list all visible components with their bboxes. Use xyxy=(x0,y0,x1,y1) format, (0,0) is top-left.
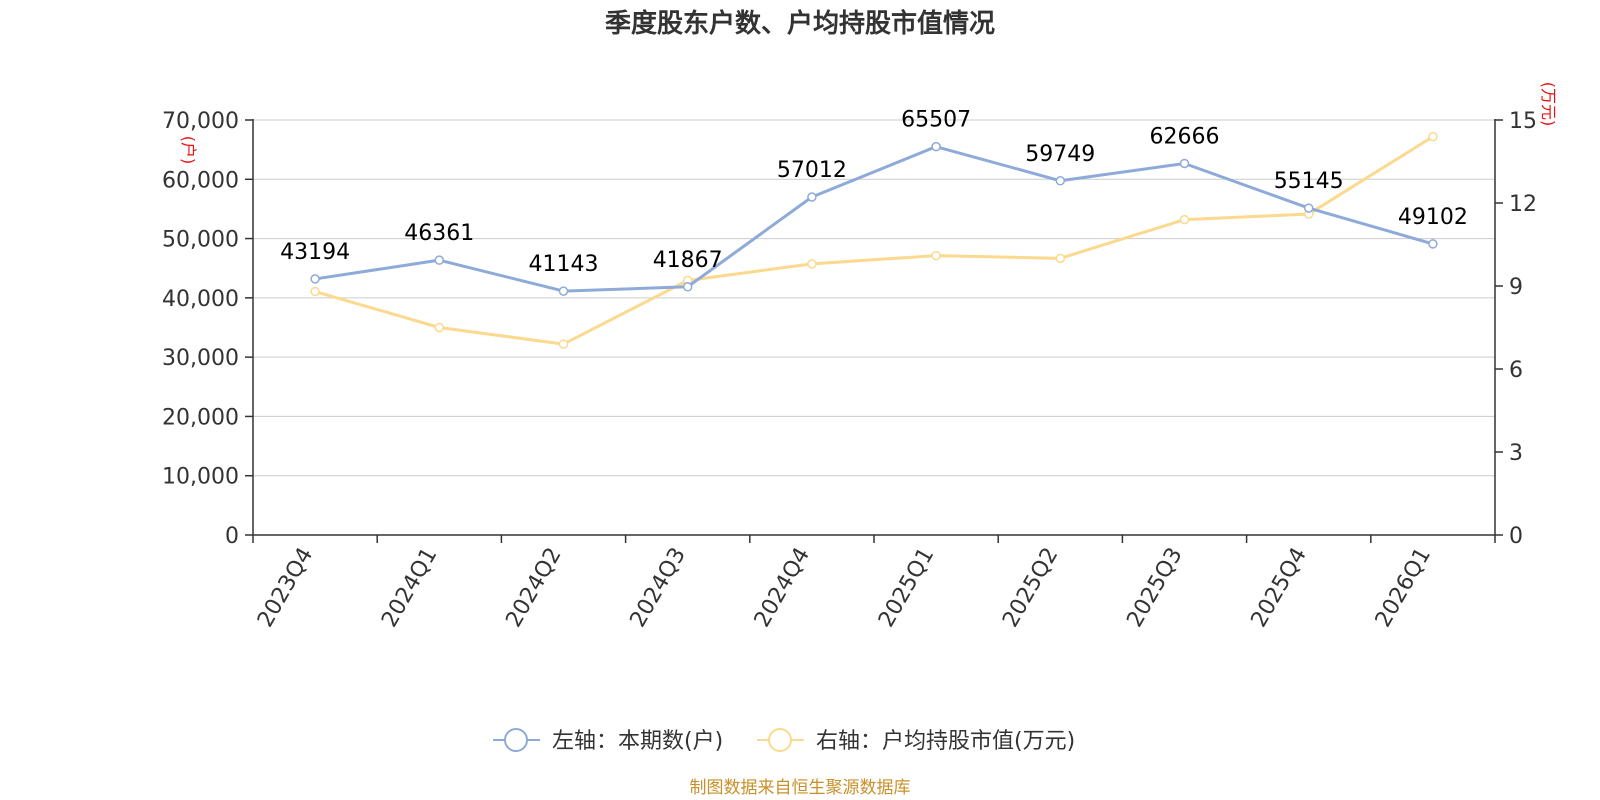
right-tick-label: 9 xyxy=(1509,275,1523,300)
right-axis-ticks: 0 3 6 9 12 15 xyxy=(1495,109,1537,549)
x-tick-label: 2024Q4 xyxy=(750,544,815,632)
left-tick-label: 30,000 xyxy=(162,346,239,371)
right-tick-label: 3 xyxy=(1509,441,1523,466)
legend-right-label: 右轴：户均持股市值(万元) xyxy=(816,729,1075,754)
data-label: 49102 xyxy=(1398,205,1468,230)
series-point-right[interactable] xyxy=(434,322,445,333)
data-label: 59749 xyxy=(1025,142,1095,167)
chart-title: 季度股东户数、户均持股市值情况 xyxy=(605,8,995,39)
x-tick-label: 2025Q1 xyxy=(874,544,939,632)
left-tick-label: 60,000 xyxy=(162,168,239,193)
left-tick-label: 0 xyxy=(225,524,239,549)
x-tick-label: 2024Q2 xyxy=(501,544,566,632)
x-tick-label: 2024Q1 xyxy=(377,544,442,632)
right-tick-label: 15 xyxy=(1509,109,1537,134)
x-axis-ticks: 2023Q4 2024Q1 2024Q2 2024Q3 2024Q4 2025Q1 2025… xyxy=(252,535,1496,632)
legend-right-marker xyxy=(768,728,792,752)
data-label: 43194 xyxy=(280,240,350,265)
series-point-left[interactable] xyxy=(434,255,445,265)
legend: 左轴：本期数(户) 右轴：户均持股市值(万元) xyxy=(493,728,1075,754)
series-point-left[interactable] xyxy=(1055,176,1066,186)
legend-item-right[interactable]: 右轴：户均持股市值(万元) xyxy=(757,728,1075,754)
series-point-left[interactable] xyxy=(558,286,569,296)
x-tick-label: 2025Q4 xyxy=(1247,544,1312,632)
series-point-right[interactable] xyxy=(807,259,817,269)
data-label: 57012 xyxy=(777,158,847,183)
right-tick-label: 6 xyxy=(1509,358,1523,383)
series-point-left[interactable] xyxy=(682,282,693,292)
data-label: 65507 xyxy=(901,108,971,133)
left-tick-label: 50,000 xyxy=(162,228,239,253)
series-point-right[interactable] xyxy=(1055,253,1066,264)
series-point-left[interactable] xyxy=(1428,239,1438,249)
right-axis-unit: (万元) xyxy=(1539,82,1558,127)
data-label: 46361 xyxy=(404,221,474,246)
x-tick-label: 2023Q4 xyxy=(253,544,318,632)
data-label: 62666 xyxy=(1150,124,1220,149)
left-axis-unit: (户) xyxy=(179,136,198,165)
series-point-right[interactable] xyxy=(1179,214,1190,225)
x-tick-label: 2026Q1 xyxy=(1371,544,1436,632)
series-line-left xyxy=(314,145,1434,293)
series-point-left[interactable] xyxy=(931,141,941,152)
series-layer: 43194 46361 41143 41867 57012 65507 59749 62666… xyxy=(280,108,1468,349)
left-axis-ticks: 0 10,000 20,000 30,000 40,000 50,000 60,000 70,… xyxy=(162,109,253,549)
series-point-right[interactable] xyxy=(558,339,569,349)
series-line-right xyxy=(314,135,1434,346)
series-point-right[interactable] xyxy=(931,250,941,261)
left-tick-label: 70,000 xyxy=(162,109,239,134)
x-tick-label: 2024Q3 xyxy=(626,544,691,632)
right-tick-label: 0 xyxy=(1509,524,1523,549)
left-tick-label: 20,000 xyxy=(162,405,239,430)
x-tick-label: 2025Q3 xyxy=(1122,544,1187,632)
data-label: 41143 xyxy=(529,252,599,277)
data-source: 制图数据来自恒生聚源数据库 xyxy=(690,778,911,798)
series-point-right[interactable] xyxy=(310,286,320,297)
x-tick-label: 2025Q2 xyxy=(998,544,1063,632)
left-tick-label: 10,000 xyxy=(162,465,239,490)
grid xyxy=(253,119,1495,477)
series-point-left[interactable] xyxy=(1179,158,1190,169)
legend-left-marker xyxy=(504,728,528,752)
legend-item-left[interactable]: 左轴：本期数(户) xyxy=(493,728,723,754)
series-point-right[interactable] xyxy=(1428,131,1438,142)
series-point-left[interactable] xyxy=(1303,203,1314,213)
left-tick-label: 40,000 xyxy=(162,287,239,312)
series-point-left[interactable] xyxy=(807,192,817,202)
data-label: 55145 xyxy=(1274,169,1344,194)
right-tick-label: 12 xyxy=(1509,192,1537,217)
series-point-left[interactable] xyxy=(310,274,320,284)
data-label: 41867 xyxy=(653,248,723,273)
legend-left-label: 左轴：本期数(户) xyxy=(552,729,723,754)
